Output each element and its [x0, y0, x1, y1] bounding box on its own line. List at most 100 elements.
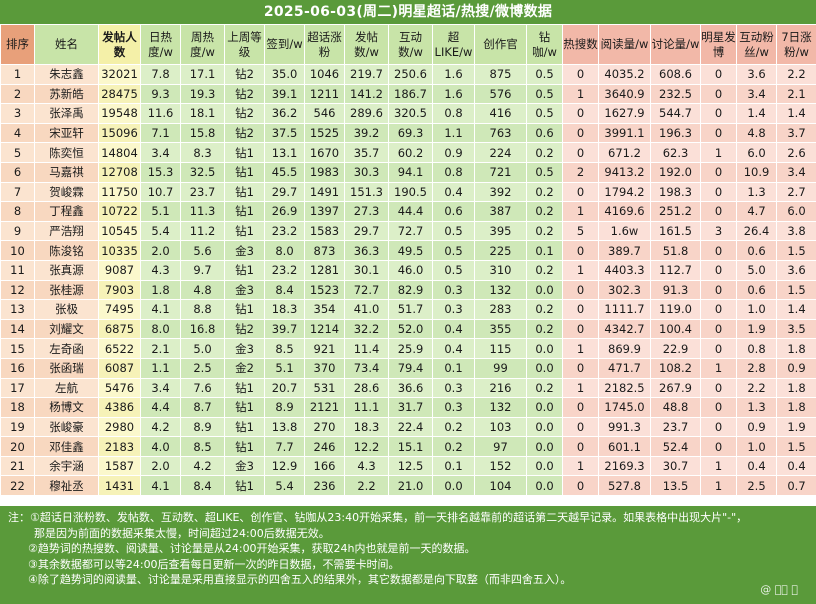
cell-star-posts: 0	[700, 377, 737, 399]
cell-super-like: 0.9	[432, 142, 475, 163]
cell-week-heat: 8.8	[180, 299, 225, 320]
cell-star-posts: 1	[700, 142, 737, 163]
cell-reads: 991.3	[598, 416, 651, 438]
table-row: 11 张真源 9087 4.3 9.7 钻1 23.2 1281 30.1 46.0 0.5 310 0…	[0, 259, 816, 281]
cell-posters: 1587	[98, 455, 141, 477]
table-body: 1 朱志鑫 32021 7.8 17.1 钻2 35.0 1046 219.7 250.6 1.6 8…	[0, 64, 816, 497]
cell-posters: 9087	[98, 259, 141, 281]
cell-posts: 30.1	[344, 259, 389, 281]
cell-interact-fans: 1.0	[736, 299, 777, 320]
cell-week-heat: 23.7	[180, 181, 225, 203]
cell-hot-search: 1	[562, 338, 599, 359]
cell-interact-fans: 1.3	[736, 181, 777, 203]
cell-week-heat: 8.3	[180, 142, 225, 163]
cell-posts: 11.1	[344, 397, 389, 418]
cell-diamond: 0.1	[526, 240, 563, 261]
cell-interact-fans: 1.3	[736, 397, 777, 418]
cell-posters: 15096	[98, 122, 141, 144]
cell-reads: 9413.2	[598, 161, 651, 183]
header-creators: 创作官	[474, 24, 527, 65]
cell-rank: 10	[0, 240, 35, 261]
cell-seven-day: 0.7	[776, 475, 816, 497]
cell-diamond: 0.0	[526, 455, 563, 477]
cell-interact: 25.9	[388, 338, 433, 359]
cell-super-like: 1.1	[432, 122, 475, 144]
cell-level: 钻1	[224, 220, 265, 242]
cell-rank: 13	[0, 299, 35, 320]
cell-name: 杨博文	[34, 397, 99, 418]
cell-diamond: 0.0	[526, 279, 563, 301]
cell-posters: 14804	[98, 142, 141, 163]
cell-posters: 6087	[98, 357, 141, 379]
cell-week-heat: 11.2	[180, 220, 225, 242]
cell-interact: 36.6	[388, 377, 433, 399]
cell-hot-search: 0	[562, 142, 599, 163]
cell-posts: 2.2	[344, 475, 389, 497]
cell-rank: 2	[0, 83, 35, 105]
cell-diamond: 0.0	[526, 357, 563, 379]
cell-seven-day: 3.7	[776, 122, 816, 144]
cell-super-gain: 1397	[304, 201, 345, 222]
cell-super-like: 0.5	[432, 220, 475, 242]
cell-day-heat: 4.1	[140, 299, 181, 320]
cell-posters: 6522	[98, 338, 141, 359]
cell-discussion: 91.3	[650, 279, 701, 301]
cell-interact-fans: 2.5	[736, 475, 777, 497]
cell-hot-search: 0	[562, 103, 599, 124]
cell-discussion: 108.2	[650, 357, 701, 379]
cell-week-heat: 9.7	[180, 259, 225, 281]
cell-day-heat: 5.4	[140, 220, 181, 242]
cell-star-posts: 0	[700, 397, 737, 418]
header-star-posts: 明星发博	[700, 24, 737, 65]
cell-seven-day: 3.6	[776, 259, 816, 281]
cell-checkin: 5.1	[264, 357, 305, 379]
header-hot-search: 热搜数	[562, 24, 599, 65]
cell-name: 张峻豪	[34, 416, 99, 438]
cell-discussion: 112.7	[650, 259, 701, 281]
cell-diamond: 0.5	[526, 64, 563, 85]
cell-seven-day: 1.5	[776, 240, 816, 261]
cell-super-like: 1.6	[432, 83, 475, 105]
cell-creators: 216	[474, 377, 527, 399]
cell-rank: 9	[0, 220, 35, 242]
cell-rank: 6	[0, 161, 35, 183]
cell-week-heat: 11.3	[180, 201, 225, 222]
cell-hot-search: 0	[562, 181, 599, 203]
header-week-heat: 周热度/w	[180, 24, 225, 65]
cell-super-like: 0.4	[432, 318, 475, 340]
cell-hot-search: 0	[562, 318, 599, 340]
cell-level: 钻1	[224, 377, 265, 399]
cell-hot-search: 0	[562, 299, 599, 320]
cell-super-like: 0.3	[432, 377, 475, 399]
cell-interact-fans: 2.8	[736, 357, 777, 379]
cell-super-gain: 270	[304, 416, 345, 438]
cell-hot-search: 1	[562, 201, 599, 222]
cell-super-gain: 1214	[304, 318, 345, 340]
cell-name: 刘耀文	[34, 318, 99, 340]
cell-star-posts: 1	[700, 455, 737, 477]
cell-diamond: 0.2	[526, 142, 563, 163]
cell-interact-fans: 1.0	[736, 436, 777, 457]
cell-name: 邓佳鑫	[34, 436, 99, 457]
cell-name: 马嘉祺	[34, 161, 99, 183]
cell-star-posts: 0	[700, 103, 737, 124]
cell-discussion: 198.3	[650, 181, 701, 203]
cell-super-like: 0.3	[432, 279, 475, 301]
cell-name: 宋亚轩	[34, 122, 99, 144]
cell-reads: 4342.7	[598, 318, 651, 340]
table-row: 10 陈浚铭 10335 2.0 5.6 金3 8.0 873 36.3 49.5 0.5 225 0.…	[0, 240, 816, 261]
cell-checkin: 8.5	[264, 338, 305, 359]
cell-hot-search: 0	[562, 279, 599, 301]
cell-hot-search: 0	[562, 436, 599, 457]
cell-interact-fans: 1.9	[736, 318, 777, 340]
cell-posters: 1431	[98, 475, 141, 497]
cell-reads: 1.6w	[598, 220, 651, 242]
cell-name: 张泽禹	[34, 103, 99, 124]
cell-checkin: 36.2	[264, 103, 305, 124]
cell-day-heat: 2.0	[140, 455, 181, 477]
cell-super-gain: 1583	[304, 220, 345, 242]
cell-creators: 763	[474, 122, 527, 144]
cell-super-gain: 531	[304, 377, 345, 399]
cell-posters: 32021	[98, 64, 141, 85]
cell-posters: 7495	[98, 299, 141, 320]
